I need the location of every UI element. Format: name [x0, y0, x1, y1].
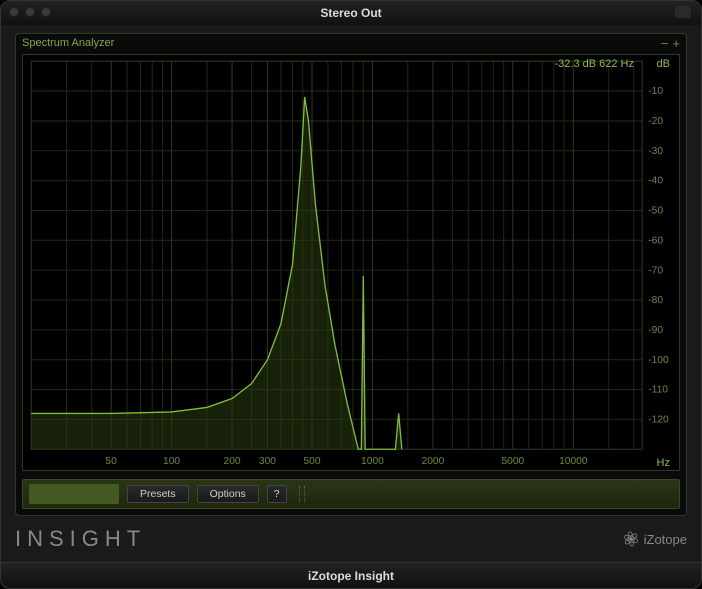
svg-text:300: 300 — [259, 456, 276, 467]
svg-text:-100: -100 — [648, 355, 669, 366]
spectrum-chart[interactable]: -32.3 dB 622 Hz dB -10 -20 -30 -40 -50 -60 -70… — [22, 54, 680, 471]
svg-text:50: 50 — [105, 456, 117, 467]
options-button[interactable]: Options — [197, 485, 259, 503]
svg-text:-120: -120 — [648, 414, 669, 425]
svg-text:-10: -10 — [648, 86, 663, 97]
panel-title: Spectrum Analyzer — [22, 37, 114, 49]
svg-text:-70: -70 — [648, 265, 663, 276]
svg-text:-110: -110 — [648, 385, 668, 396]
svg-text:-20: -20 — [648, 116, 663, 127]
company-name: iZotope — [644, 532, 687, 547]
svg-text:10000: 10000 — [559, 456, 588, 467]
svg-text:500: 500 — [303, 456, 320, 467]
company-brand: iZotope — [622, 530, 687, 548]
svg-text:5000: 5000 — [501, 456, 524, 467]
cursor-readout: -32.3 dB 622 Hz — [555, 58, 635, 70]
plugin-window: Stereo Out Spectrum Analyzer − + -32.3 d… — [0, 0, 702, 589]
db-unit-label: dB — [657, 58, 670, 70]
minimize-icon[interactable] — [25, 7, 35, 17]
svg-text:200: 200 — [224, 456, 241, 467]
svg-text:-30: -30 — [648, 146, 663, 157]
panel-header: Spectrum Analyzer − + — [16, 34, 686, 52]
close-icon[interactable] — [9, 7, 19, 17]
svg-text:2000: 2000 — [422, 456, 445, 467]
panel-minimize-icon[interactable]: − — [661, 36, 669, 51]
svg-text:-40: -40 — [648, 176, 663, 187]
zoom-icon[interactable] — [41, 7, 51, 17]
bypass-button[interactable] — [675, 6, 691, 18]
titlebar[interactable]: Stereo Out — [1, 1, 701, 25]
brand-row: INSIGHT iZotope — [15, 516, 687, 562]
window-title: Stereo Out — [320, 6, 381, 20]
footer-title: iZotope Insight — [308, 569, 394, 583]
svg-text:-50: -50 — [648, 206, 663, 217]
grip-icon — [299, 486, 305, 502]
presets-button[interactable]: Presets — [127, 485, 189, 503]
meter-indicator — [29, 484, 119, 504]
product-name: INSIGHT — [15, 526, 146, 552]
izotope-logo-icon — [622, 530, 640, 548]
plugin-body: Spectrum Analyzer − + -32.3 dB 622 Hz dB… — [15, 33, 687, 516]
help-button[interactable]: ? — [267, 485, 287, 503]
svg-text:1000: 1000 — [361, 456, 384, 467]
svg-text:-60: -60 — [648, 235, 663, 246]
toolbar: Presets Options ? — [22, 479, 680, 509]
footer: iZotope Insight — [1, 562, 701, 588]
svg-text:-80: -80 — [648, 295, 663, 306]
svg-text:100: 100 — [163, 456, 180, 467]
traffic-lights[interactable] — [9, 7, 51, 17]
panel-maximize-icon[interactable]: + — [672, 36, 680, 51]
svg-text:-90: -90 — [648, 325, 663, 336]
hz-unit-label: Hz — [657, 457, 670, 469]
